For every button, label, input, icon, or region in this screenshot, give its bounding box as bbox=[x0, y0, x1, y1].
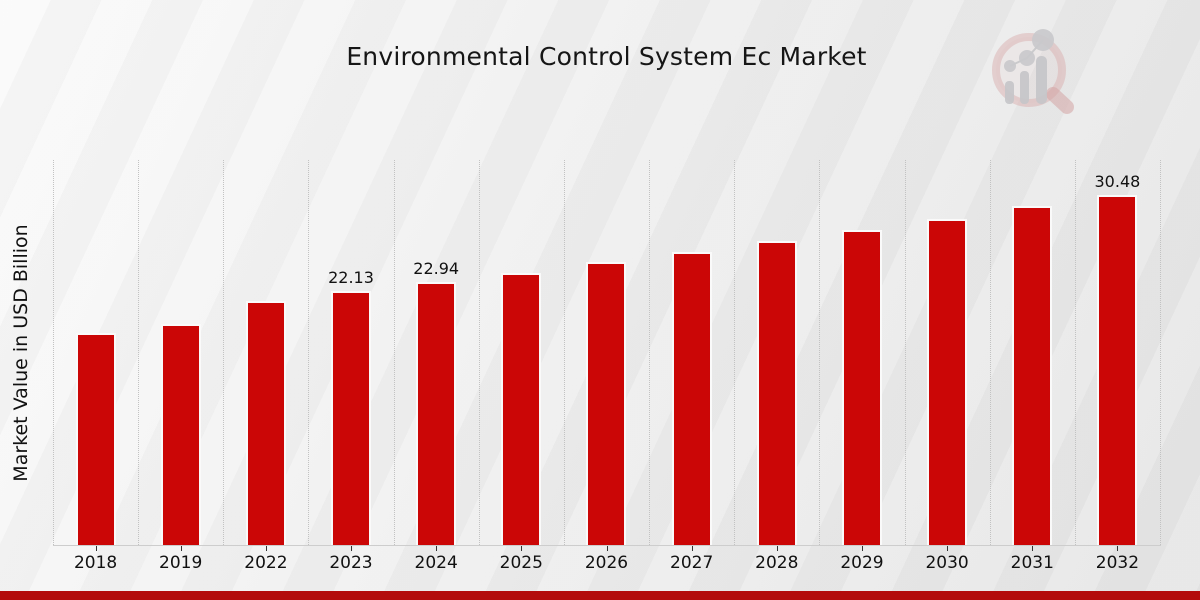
x-axis-line bbox=[53, 545, 1161, 546]
x-tick-label-2029: 2029 bbox=[840, 553, 884, 573]
x-tick bbox=[947, 546, 949, 551]
bar-slot-2029 bbox=[819, 160, 904, 545]
bar-2025 bbox=[501, 272, 542, 545]
bar-2024 bbox=[416, 281, 457, 545]
bar-slot-2024: 22.94 bbox=[394, 160, 479, 545]
x-tick bbox=[691, 546, 693, 551]
x-tick bbox=[1032, 546, 1034, 551]
x-tick-label-2032: 2032 bbox=[1095, 553, 1140, 573]
bar-value-label-2032: 30.48 bbox=[1094, 172, 1141, 192]
gridline bbox=[734, 160, 736, 545]
bar-slot-2018 bbox=[53, 160, 138, 545]
x-tick-label-2024: 2024 bbox=[414, 553, 458, 573]
bottom-accent-bar bbox=[0, 591, 1200, 600]
bar-2028 bbox=[756, 241, 797, 545]
bar-2031 bbox=[1012, 206, 1053, 545]
bar-slot-2028 bbox=[734, 160, 819, 545]
gridline bbox=[819, 160, 821, 545]
gridline bbox=[649, 160, 651, 545]
x-tick bbox=[265, 546, 267, 551]
gridline bbox=[478, 160, 480, 545]
bar-2030 bbox=[927, 219, 968, 545]
plot-area: 22.13 22.94 30.48 bbox=[53, 160, 1161, 545]
bar-value-label-2024: 22.94 bbox=[413, 258, 460, 278]
x-tick bbox=[95, 546, 97, 551]
x-tick-label-2023: 2023 bbox=[329, 553, 373, 573]
gridline bbox=[138, 160, 140, 545]
x-tick bbox=[180, 546, 182, 551]
chart-title: Environmental Control System Ec Market bbox=[346, 42, 867, 71]
y-axis-label: Market Value in USD Billion bbox=[10, 224, 32, 482]
x-tick bbox=[521, 546, 523, 551]
x-tick-label-2031: 2031 bbox=[1010, 553, 1054, 573]
magnifier-chart-logo-icon bbox=[988, 26, 1084, 118]
bar-2019 bbox=[160, 324, 201, 545]
gridline bbox=[223, 160, 225, 545]
bar-slot-2025 bbox=[479, 160, 564, 545]
bar-slot-2031 bbox=[990, 160, 1075, 545]
x-tick-label-2018: 2018 bbox=[73, 553, 118, 573]
bar-2029 bbox=[841, 230, 882, 545]
x-tick-label-2027: 2027 bbox=[670, 553, 714, 573]
x-tick bbox=[436, 546, 438, 551]
bar-2026 bbox=[586, 262, 627, 545]
x-tick-label-2022: 2022 bbox=[244, 553, 288, 573]
bar-value-label-2023: 22.13 bbox=[328, 268, 374, 288]
gridline bbox=[989, 160, 991, 545]
gridline bbox=[1160, 160, 1161, 545]
x-tick bbox=[351, 546, 352, 551]
bar-slot-2026 bbox=[564, 160, 649, 545]
x-tick bbox=[862, 546, 863, 551]
gridline bbox=[308, 160, 310, 545]
bar-2022 bbox=[245, 300, 286, 545]
x-tick-label-2025: 2025 bbox=[499, 553, 543, 573]
x-tick bbox=[776, 546, 778, 551]
gridline bbox=[393, 160, 395, 545]
x-tick-label-2019: 2019 bbox=[159, 553, 203, 573]
bar-slot-2019 bbox=[138, 160, 223, 545]
x-tick bbox=[1117, 546, 1119, 551]
x-tick bbox=[606, 546, 608, 551]
x-tick-label-2030: 2030 bbox=[925, 553, 969, 573]
bar-2023 bbox=[331, 291, 372, 545]
x-tick-label-2028: 2028 bbox=[755, 553, 799, 573]
bar-slot-2022 bbox=[223, 160, 308, 545]
bar-2032 bbox=[1097, 195, 1138, 545]
bar-slot-2032: 30.48 bbox=[1075, 160, 1160, 545]
bar-slot-2027 bbox=[649, 160, 734, 545]
gridline bbox=[563, 160, 565, 545]
gridline bbox=[904, 160, 906, 545]
gridline bbox=[1074, 160, 1076, 545]
bar-2027 bbox=[671, 252, 712, 545]
bar-slot-2030 bbox=[905, 160, 990, 545]
gridline bbox=[53, 160, 54, 545]
bar-2018 bbox=[75, 333, 116, 545]
bar-slot-2023: 22.13 bbox=[308, 160, 393, 545]
x-tick-label-2026: 2026 bbox=[584, 553, 629, 573]
